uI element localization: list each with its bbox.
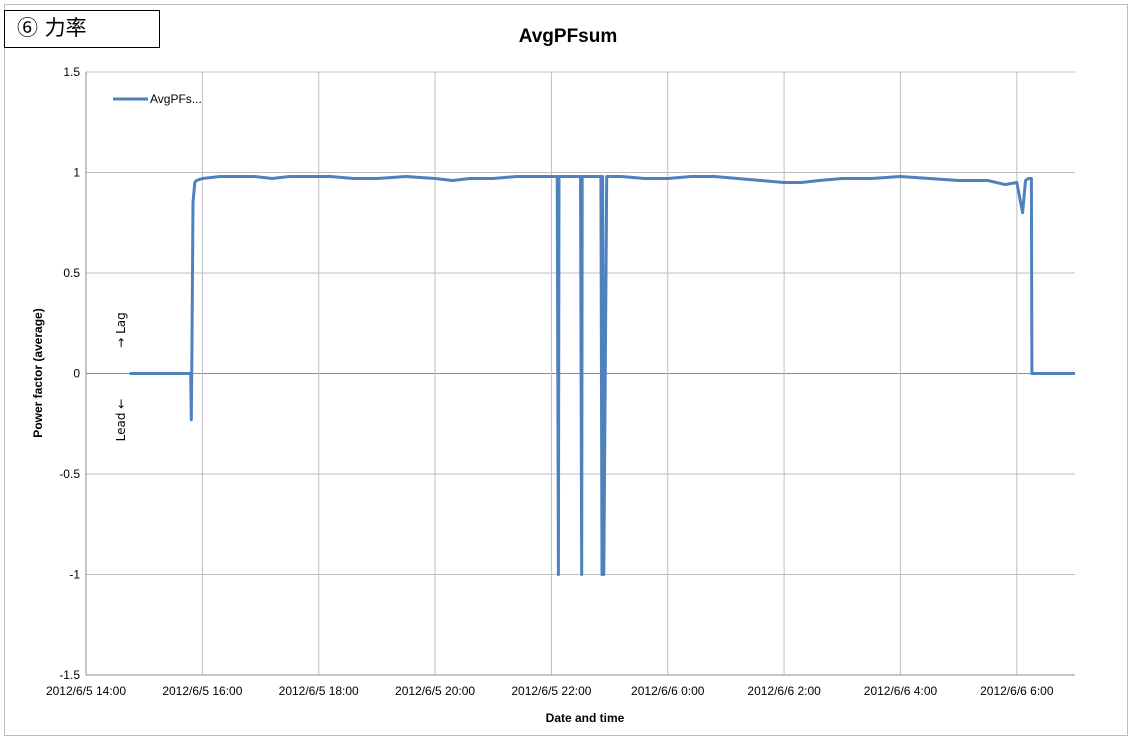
x-tick-label: 2012/6/5 18:00 (279, 684, 359, 698)
x-tick-label: 2012/6/6 2:00 (747, 684, 821, 698)
x-tick-label: 2012/6/5 14:00 (46, 684, 126, 698)
section-label: ⑥ 力率 (4, 10, 160, 48)
lag-annotation: → Lag (114, 312, 128, 348)
y-tick-label: -1.5 (59, 668, 80, 682)
y-tick-label: -1 (69, 568, 80, 582)
x-tick-label: 2012/6/6 0:00 (631, 684, 705, 698)
x-tick-label: 2012/6/5 22:00 (511, 684, 591, 698)
x-tick-label: 2012/6/5 16:00 (162, 684, 242, 698)
y-axis-title: Power factor (average) (31, 308, 45, 437)
legend: AvgPFs... (113, 92, 202, 106)
x-axis-title: Date and time (546, 711, 625, 725)
legend-entry: AvgPFs... (150, 92, 202, 106)
series-line (129, 175, 1075, 576)
x-tick-label: 2012/6/6 6:00 (980, 684, 1054, 698)
chart-title: AvgPFsum (519, 26, 618, 47)
lead-annotation: Lead ← (114, 399, 128, 442)
y-tick-label: 1 (73, 166, 80, 180)
x-tick-label: 2012/6/5 20:00 (395, 684, 475, 698)
x-tick-label: 2012/6/6 4:00 (864, 684, 938, 698)
y-tick-label: 0.5 (63, 266, 80, 280)
y-tick-label: 1.5 (63, 65, 80, 79)
y-tick-label: -0.5 (59, 467, 80, 481)
y-tick-label: 0 (73, 367, 80, 381)
